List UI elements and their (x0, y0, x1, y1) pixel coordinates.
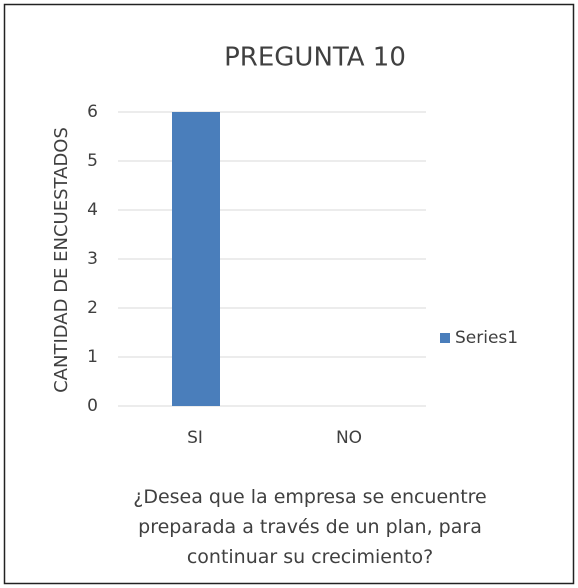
y-tick-label: 3 (87, 249, 98, 269)
x-axis-title: ¿Desea que la empresa se encuentre prepa… (133, 486, 487, 568)
y-tick-label: 0 (87, 396, 98, 416)
y-tick-label: 6 (87, 102, 98, 122)
x-tick-label: SI (187, 428, 203, 448)
y-tick-label: 5 (87, 151, 98, 171)
y-tick-label: 2 (87, 298, 98, 318)
y-tick-label: 1 (87, 347, 98, 367)
legend-label: Series1 (455, 328, 518, 348)
y-axis-title: CANTIDAD DE ENCUESTADOS (51, 127, 72, 393)
y-tick-label: 4 (87, 200, 98, 220)
legend-swatch (440, 333, 450, 343)
chart-title: PREGUNTA 10 (224, 43, 406, 73)
x-tick-label: NO (336, 428, 362, 448)
chart-frame (3, 3, 575, 585)
bar (172, 112, 220, 406)
